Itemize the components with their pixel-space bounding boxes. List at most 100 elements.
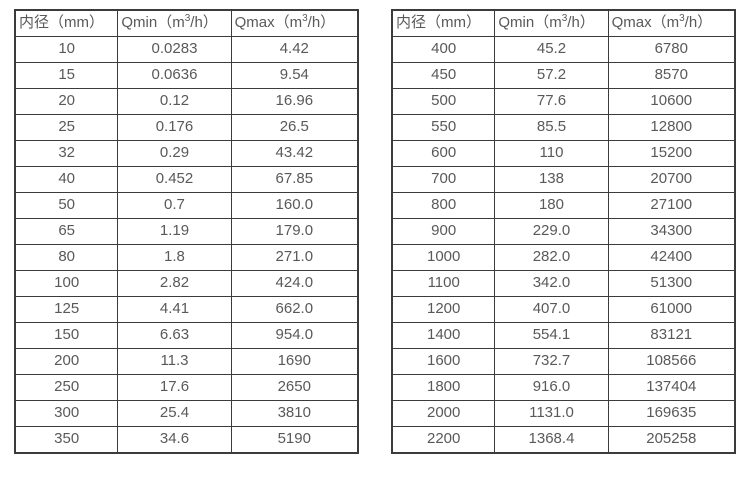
cell: 407.0 — [494, 296, 609, 323]
cell: 20 — [14, 88, 119, 115]
cell: 350 — [14, 426, 119, 454]
header-row: 内径（mm） Qmin（m3/h） Qmax（m3/h） — [14, 9, 359, 37]
cell: 12800 — [607, 114, 736, 141]
table-row: 500 77.6 10600 — [391, 88, 736, 115]
cell: 1100 — [391, 270, 496, 297]
cell: 954.0 — [230, 322, 359, 349]
flow-rate-table-large-diameters: 内径（mm） Qmin（m3/h） Qmax（m3/h） 400 45.2 6780 45… — [391, 9, 736, 454]
cell: 15 — [14, 62, 119, 89]
cell: 160.0 — [230, 192, 359, 219]
cell: 1.8 — [117, 244, 232, 271]
cell: 1000 — [391, 244, 496, 271]
cell: 205258 — [607, 426, 736, 454]
flow-rate-table-small-diameters: 内径（mm） Qmin（m3/h） Qmax（m3/h） 10 0.0283 4.42 1… — [14, 9, 359, 454]
cell: 450 — [391, 62, 496, 89]
table-row: 32 0.29 43.42 — [14, 140, 359, 167]
cell: 0.0283 — [117, 36, 232, 63]
table-row: 800 180 27100 — [391, 192, 736, 219]
cell: 600 — [391, 140, 496, 167]
cell: 110 — [494, 140, 609, 167]
table-row: 150 6.63 954.0 — [14, 322, 359, 349]
cell: 80 — [14, 244, 119, 271]
cell: 83121 — [607, 322, 736, 349]
cell: 1131.0 — [494, 400, 609, 427]
column-header: Qmin（m3/h） — [117, 9, 232, 37]
table-row: 80 1.8 271.0 — [14, 244, 359, 271]
cell: 500 — [391, 88, 496, 115]
table-row: 250 17.6 2650 — [14, 374, 359, 401]
cell: 2200 — [391, 426, 496, 454]
cell: 15200 — [607, 140, 736, 167]
cell: 1690 — [230, 348, 359, 375]
cell: 8570 — [607, 62, 736, 89]
cell: 4.41 — [117, 296, 232, 323]
cell: 700 — [391, 166, 496, 193]
cell: 27100 — [607, 192, 736, 219]
cell: 137404 — [607, 374, 736, 401]
cell: 342.0 — [494, 270, 609, 297]
table-row: 900 229.0 34300 — [391, 218, 736, 245]
table-row: 50 0.7 160.0 — [14, 192, 359, 219]
cell: 0.452 — [117, 166, 232, 193]
cell: 16.96 — [230, 88, 359, 115]
cell: 34300 — [607, 218, 736, 245]
cell: 57.2 — [494, 62, 609, 89]
cell: 1600 — [391, 348, 496, 375]
table-row: 1400 554.1 83121 — [391, 322, 736, 349]
cell: 916.0 — [494, 374, 609, 401]
cell: 1400 — [391, 322, 496, 349]
cell: 67.85 — [230, 166, 359, 193]
table-row: 10 0.0283 4.42 — [14, 36, 359, 63]
table-row: 700 138 20700 — [391, 166, 736, 193]
cell: 34.6 — [117, 426, 232, 454]
cell: 400 — [391, 36, 496, 63]
cell: 554.1 — [494, 322, 609, 349]
cell: 138 — [494, 166, 609, 193]
cell: 300 — [14, 400, 119, 427]
cell: 20700 — [607, 166, 736, 193]
cell: 26.5 — [230, 114, 359, 141]
cell: 43.42 — [230, 140, 359, 167]
cell: 150 — [14, 322, 119, 349]
table-row: 25 0.176 26.5 — [14, 114, 359, 141]
table-header: 内径（mm） Qmin（m3/h） Qmax（m3/h） — [391, 9, 736, 37]
table-row: 400 45.2 6780 — [391, 36, 736, 63]
table-row: 1600 732.7 108566 — [391, 348, 736, 375]
cell: 0.7 — [117, 192, 232, 219]
table-header: 内径（mm） Qmin（m3/h） Qmax（m3/h） — [14, 9, 359, 37]
table-body: 10 0.0283 4.42 15 0.0636 9.54 20 0.12 16.96 25 0.1… — [14, 36, 359, 454]
table-row: 125 4.41 662.0 — [14, 296, 359, 323]
cell: 732.7 — [494, 348, 609, 375]
cell: 200 — [14, 348, 119, 375]
column-header: Qmax（m3/h） — [230, 9, 359, 37]
cell: 0.29 — [117, 140, 232, 167]
table-row: 300 25.4 3810 — [14, 400, 359, 427]
cell: 662.0 — [230, 296, 359, 323]
cell: 4.42 — [230, 36, 359, 63]
cell: 100 — [14, 270, 119, 297]
cell: 424.0 — [230, 270, 359, 297]
table-row: 350 34.6 5190 — [14, 426, 359, 454]
cell: 125 — [14, 296, 119, 323]
cell: 25 — [14, 114, 119, 141]
table-row: 200 11.3 1690 — [14, 348, 359, 375]
cell: 10 — [14, 36, 119, 63]
table-row: 550 85.5 12800 — [391, 114, 736, 141]
cell: 25.4 — [117, 400, 232, 427]
table-row: 15 0.0636 9.54 — [14, 62, 359, 89]
cell: 108566 — [607, 348, 736, 375]
cell: 32 — [14, 140, 119, 167]
cell: 1200 — [391, 296, 496, 323]
cell: 5190 — [230, 426, 359, 454]
table-row: 2200 1368.4 205258 — [391, 426, 736, 454]
cell: 271.0 — [230, 244, 359, 271]
cell: 51300 — [607, 270, 736, 297]
cell: 17.6 — [117, 374, 232, 401]
cell: 179.0 — [230, 218, 359, 245]
cell: 40 — [14, 166, 119, 193]
cell: 2000 — [391, 400, 496, 427]
cell: 169635 — [607, 400, 736, 427]
cell: 6.63 — [117, 322, 232, 349]
table-row: 40 0.452 67.85 — [14, 166, 359, 193]
cell: 9.54 — [230, 62, 359, 89]
